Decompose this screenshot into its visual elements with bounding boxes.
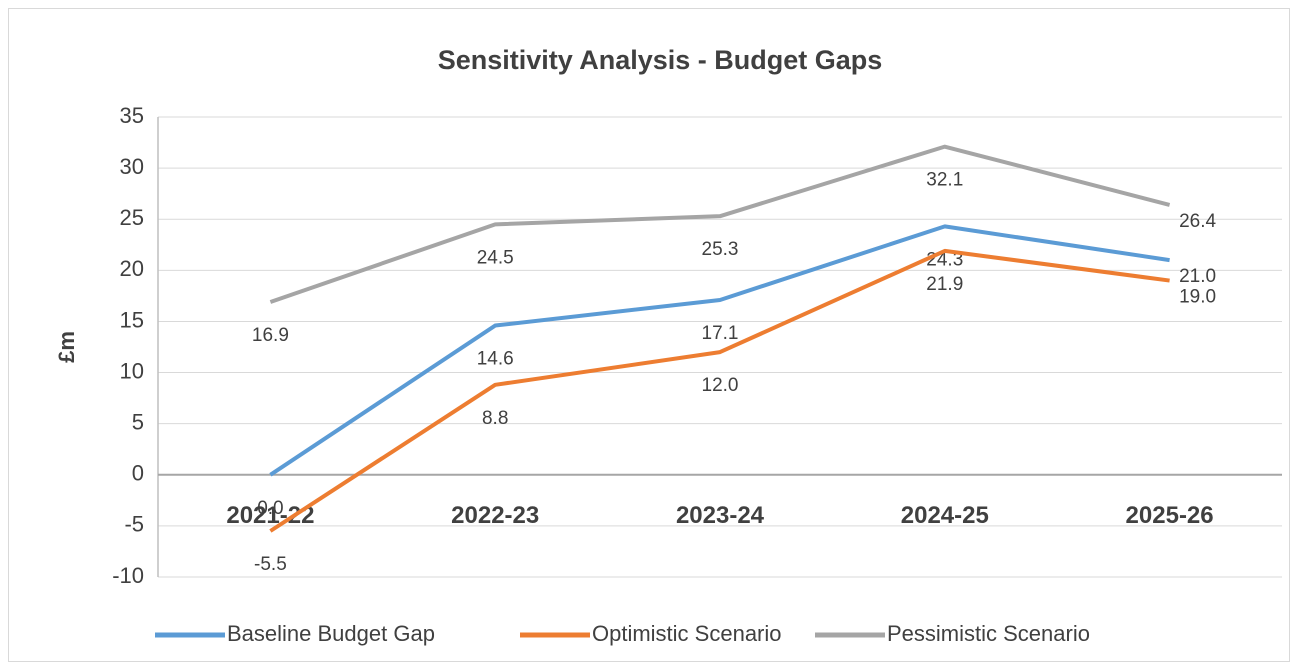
data-label: 24.5 (477, 247, 514, 268)
y-tick-label: 35 (120, 103, 144, 128)
data-label: 32.1 (926, 170, 963, 191)
y-axis-label: £m (54, 331, 79, 363)
data-label: -5.5 (254, 554, 287, 575)
data-label: 26.4 (1179, 211, 1216, 232)
y-tick-label: 20 (120, 256, 144, 281)
chart-title: Sensitivity Analysis - Budget Gaps (438, 45, 883, 75)
data-label: 21.9 (926, 274, 963, 295)
data-label: 0.0 (257, 498, 283, 519)
legend-label: Pessimistic Scenario (887, 621, 1090, 646)
y-tick-label: 0 (132, 461, 144, 486)
data-label: 16.9 (252, 325, 289, 346)
y-tick-label: 25 (120, 205, 144, 230)
series-line (269, 224, 1170, 477)
x-tick-label: 2025-26 (1126, 502, 1214, 529)
x-tick-label: 2024-25 (901, 502, 989, 529)
y-tick-label: 10 (120, 358, 144, 383)
x-tick-label: 2022-23 (451, 502, 539, 529)
data-label: 21.0 (1179, 266, 1216, 287)
data-label: 19.0 (1179, 287, 1216, 308)
y-tick-label: 30 (120, 154, 144, 179)
x-tick-label: 2023-24 (676, 502, 765, 529)
data-label: 12.0 (702, 375, 739, 396)
x-tick-label: 2021-22 (226, 502, 314, 529)
y-tick-label: 15 (120, 307, 144, 332)
y-tick-label: 5 (132, 409, 144, 434)
data-label: 8.8 (482, 408, 508, 429)
chart-border (8, 8, 1290, 662)
y-tick-label: -5 (124, 512, 144, 537)
y-tick-label: -10 (112, 563, 144, 588)
series-line (269, 144, 1171, 304)
data-label: 25.3 (702, 239, 739, 260)
legend-label: Optimistic Scenario (592, 621, 782, 646)
data-label: 14.6 (477, 349, 514, 370)
data-label: 17.1 (702, 323, 739, 344)
series-line (269, 248, 1170, 533)
legend-label: Baseline Budget Gap (227, 621, 435, 646)
